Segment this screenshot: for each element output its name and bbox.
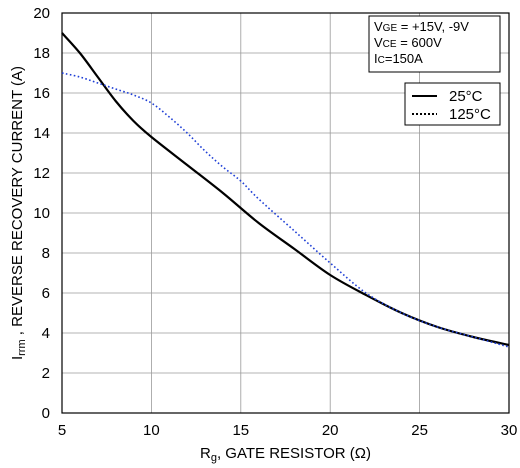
x-axis-label: Rg, GATE RESISTOR (Ω) [200,445,371,464]
y-axis-label: Irrm , REVERSE RECOVERY CURRENT (A) [9,66,28,360]
series-line-125c [61,72,510,348]
y-tick-label: 10 [33,205,50,222]
plot-frame [61,12,510,414]
y-tick-label: 4 [42,325,50,342]
x-tick-labels: 5 10 15 20 25 30 [58,422,518,439]
condition-text: VGE = +15V, -9V [374,19,469,34]
x-tick-label: 20 [322,422,339,439]
x-tick-label: 30 [501,422,518,439]
series-line-25c [61,32,510,347]
x-tick-label: 25 [411,422,428,439]
legend-label: 25°C [449,88,483,105]
y-tick-label: 6 [42,285,50,302]
series-layer [61,32,510,348]
y-tick-label: 2 [42,365,50,382]
y-tick-label: 0 [42,405,50,422]
y-tick-label: 18 [33,45,50,62]
x-tick-label: 5 [58,422,66,439]
condition-text: IC=150A [374,51,423,66]
x-tick-label: 10 [143,422,160,439]
y-tick-label: 12 [33,165,50,182]
legend-label: 125°C [449,106,491,123]
y-tick-label: 20 [33,5,50,22]
grid [61,12,510,414]
y-tick-label: 8 [42,245,50,262]
condition-text: VCE = 600V [374,35,442,50]
y-tick-label: 16 [33,85,50,102]
y-tick-label: 14 [33,125,50,142]
x-tick-label: 15 [232,422,249,439]
y-tick-labels: 0 2 4 6 8 10 12 14 16 18 20 [33,5,50,422]
